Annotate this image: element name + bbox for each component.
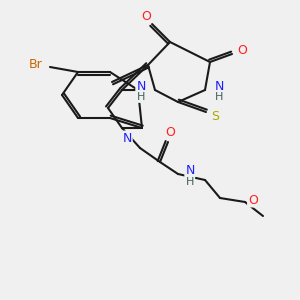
Text: Br: Br	[29, 58, 43, 70]
Text: H: H	[186, 177, 194, 187]
Text: N: N	[185, 164, 195, 176]
Text: O: O	[165, 125, 175, 139]
Text: O: O	[248, 194, 258, 206]
Text: N: N	[214, 80, 224, 92]
Text: H: H	[137, 92, 145, 102]
Text: S: S	[211, 110, 219, 124]
Text: H: H	[215, 92, 223, 102]
Text: O: O	[141, 10, 151, 22]
Text: N: N	[136, 80, 146, 92]
Text: O: O	[237, 44, 247, 56]
Text: N: N	[122, 131, 132, 145]
